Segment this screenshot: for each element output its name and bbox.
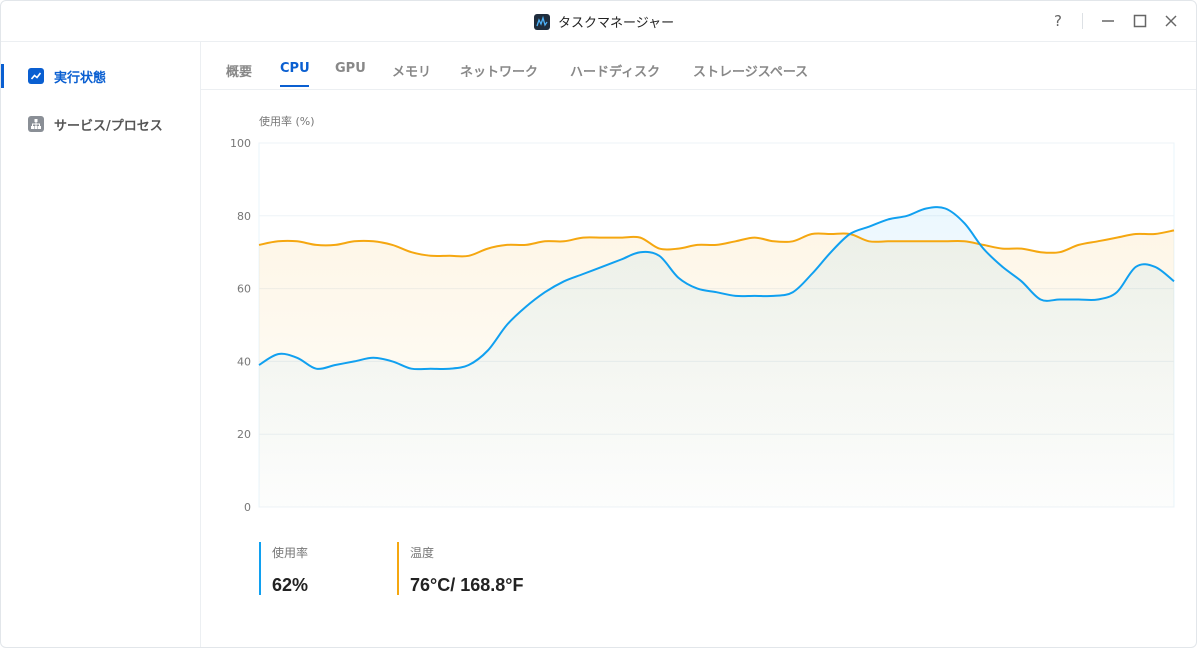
task-manager-app-icon (534, 13, 550, 30)
tab-hard-disk[interactable]: ハードディスク (570, 65, 661, 80)
usage-area (259, 207, 1174, 507)
y-tick-label: 60 (237, 283, 251, 296)
active-tab-underline (280, 85, 309, 87)
sidebar: 実行状態 サービス/プロセス (1, 42, 201, 647)
temperature-stat-label: 温度 (410, 546, 435, 560)
close-icon[interactable] (1161, 11, 1181, 31)
hierarchy-icon (28, 116, 44, 132)
cpu-chart: 0 20 40 60 80 100 使用率 (%) (230, 114, 1175, 514)
tab-network[interactable]: ネットワーク (460, 65, 539, 80)
usage-stat-value: 62% (272, 575, 309, 595)
tab-bar: 概要 CPU GPU メモリ ネットワーク ハードディスク ストレージスペース (201, 42, 1196, 90)
tab-overview[interactable]: 概要 (226, 65, 253, 80)
cpu-chart-container: 0 20 40 60 80 100 使用率 (%) (201, 90, 1196, 530)
activity-chart-icon (28, 68, 44, 84)
y-tick-label: 80 (237, 210, 251, 223)
tab-memory[interactable]: メモリ (392, 65, 432, 80)
y-tick-label: 0 (244, 501, 251, 514)
y-tick-label: 100 (230, 137, 251, 150)
usage-stat-label: 使用率 (272, 546, 309, 560)
temperature-line (258, 229, 1175, 258)
control-divider (1082, 13, 1083, 29)
sidebar-item-status[interactable]: 実行状態 (1, 56, 200, 96)
sidebar-item-services[interactable]: サービス/プロセス (1, 104, 200, 144)
window-title-group: タスクマネージャー (534, 12, 674, 31)
tab-cpu[interactable]: CPU (280, 61, 310, 76)
sidebar-item-label: 実行状態 (54, 70, 107, 86)
tab-storage-space[interactable]: ストレージスペース (693, 65, 809, 80)
y-tick-label: 40 (237, 355, 251, 368)
minimize-icon[interactable] (1098, 11, 1118, 31)
temperature-stat: 温度 76°C/ 168.8°F (397, 542, 523, 595)
temperature-stat-value: 76°C/ 168.8°F (410, 575, 524, 595)
maximize-icon[interactable] (1130, 11, 1150, 31)
usage-stat: 使用率 62% (259, 542, 308, 595)
title-bar: タスクマネージャー ? (1, 1, 1196, 42)
window-title: タスクマネージャー (558, 16, 675, 31)
active-indicator (1, 64, 4, 88)
y-axis-label: 使用率 (%) (259, 114, 315, 128)
usage-line (258, 206, 1175, 371)
help-icon[interactable]: ? (1054, 12, 1062, 30)
sidebar-item-label: サービス/プロセス (54, 118, 163, 134)
tab-gpu[interactable]: GPU (335, 61, 366, 76)
y-tick-label: 20 (237, 428, 251, 441)
